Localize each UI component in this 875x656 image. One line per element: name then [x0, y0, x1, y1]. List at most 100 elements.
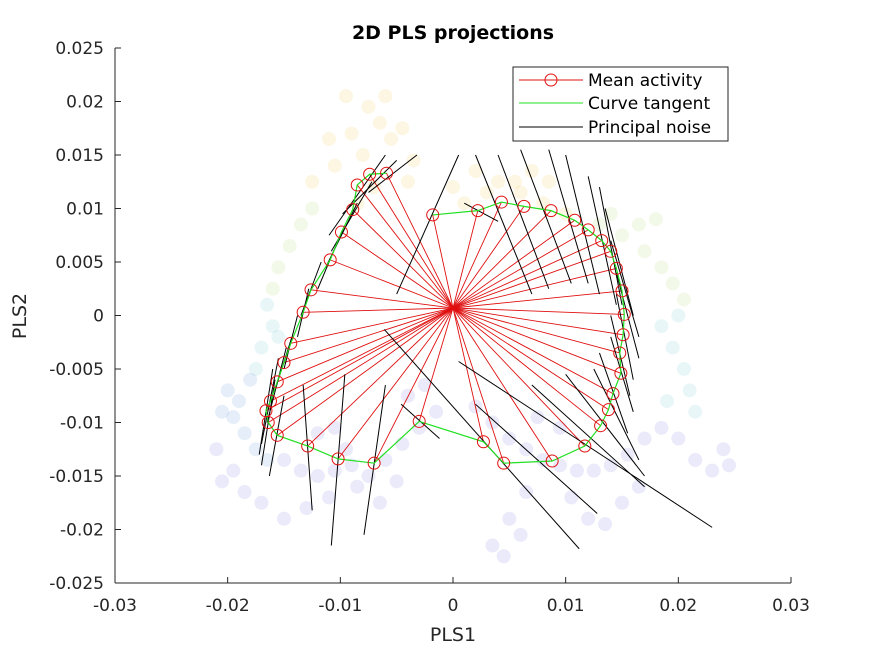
mean-ray: [452, 307, 609, 411]
y-tick-label: 0: [93, 307, 104, 327]
cloud-point: [215, 474, 230, 489]
mean-activity-point: [613, 346, 627, 360]
mean-ray: [452, 206, 525, 309]
principal-noise-line: [520, 149, 572, 284]
cloud-point: [305, 174, 320, 189]
cloud-point: [615, 495, 629, 510]
cloud-point: [676, 362, 691, 376]
mean-ray: [341, 231, 454, 309]
principal-noise-line: [548, 149, 589, 284]
mean-activity-point: [350, 178, 364, 192]
cloud-point: [400, 174, 415, 189]
x-tick-label: 0.01: [547, 596, 585, 616]
principal-noise-line: [615, 294, 634, 380]
cloud-point: [491, 174, 506, 189]
x-tick-label: -0.01: [318, 596, 362, 616]
cloud-point: [507, 174, 522, 189]
mean-activity-point: [380, 166, 394, 180]
y-tick-label: -0.02: [60, 521, 104, 541]
mean-ray: [452, 250, 611, 309]
cloud-point: [389, 474, 404, 489]
cloud-point: [716, 442, 731, 457]
cloud-point: [372, 115, 387, 130]
cloud-point: [671, 308, 686, 323]
cloud-point: [665, 340, 680, 355]
mean-activity-point: [616, 328, 630, 342]
mean-activity-point: [270, 428, 284, 442]
cloud-point: [260, 452, 275, 467]
y-tick-label: -0.025: [49, 574, 104, 594]
cloud-point: [378, 89, 393, 104]
cloud-point: [282, 238, 297, 253]
y-tick-label: 0.02: [66, 93, 104, 113]
x-tick-label: -0.03: [93, 596, 137, 616]
cloud-point: [417, 378, 432, 393]
principal-noise-line: [396, 154, 460, 295]
legend-curve-tangent-label: Curve tangent: [588, 94, 710, 114]
mean-activity-point: [346, 203, 360, 217]
cloud-point: [671, 431, 686, 446]
principal-noise-line: [342, 159, 398, 215]
mean-activity-point: [471, 204, 485, 218]
cloud-point: [293, 463, 308, 478]
cloud-point: [564, 490, 579, 505]
mean-ray: [277, 307, 454, 383]
y-tick-label: -0.005: [49, 360, 104, 380]
mean-ray: [452, 307, 601, 427]
mean-activity-point: [614, 366, 628, 380]
mean-ray: [307, 307, 454, 447]
y-tick-label: -0.015: [49, 467, 104, 487]
mean-activity-point: [270, 375, 284, 389]
cloud-point: [231, 394, 246, 409]
x-axis-label: PLS1: [430, 624, 476, 646]
mean-activity-point: [594, 419, 608, 433]
cloud-point: [361, 99, 376, 114]
mean-ray: [267, 307, 454, 423]
cloud-point: [530, 410, 545, 425]
cloud-point: [502, 431, 517, 446]
cloud-point: [496, 549, 511, 564]
cloud-point: [338, 89, 353, 104]
cloud-point: [598, 517, 613, 532]
mean-ray: [283, 307, 454, 364]
principal-noise-line: [531, 384, 645, 488]
cloud-point: [553, 458, 568, 473]
principal-noise-line: [593, 368, 640, 461]
mean-ray: [330, 259, 454, 309]
mean-activity-point: [426, 208, 440, 222]
principal-noise-line: [604, 208, 634, 316]
mean-ray: [452, 307, 586, 447]
mean-activity-point: [494, 195, 508, 209]
y-axis-label: PLS2: [9, 293, 31, 339]
mean-activity-point: [476, 435, 490, 449]
cloud-point: [519, 485, 534, 500]
mean-ray: [276, 307, 454, 436]
cloud-point: [705, 463, 720, 478]
mean-activity-point: [296, 305, 310, 319]
mean-activity-point: [277, 356, 291, 370]
cloud-point: [660, 394, 675, 409]
cloud-point: [676, 292, 691, 307]
mean-ray: [452, 307, 620, 354]
chart-title: 2D PLS projections: [352, 22, 554, 44]
x-tick-label: 0.03: [772, 596, 810, 616]
mean-activity-markers: [259, 166, 631, 470]
mean-activity-point: [284, 336, 298, 350]
mean-ray: [452, 210, 552, 309]
mean-ray: [452, 307, 625, 315]
x-tick-label: 0.02: [659, 596, 697, 616]
mean-activity-point: [544, 204, 558, 218]
cloud-point: [395, 436, 410, 451]
cloud-point: [502, 511, 517, 526]
cloud-point: [355, 148, 370, 162]
cloud-point: [350, 479, 365, 494]
cloud-point: [260, 297, 275, 312]
cloud-point: [344, 126, 359, 141]
principal-noise-line: [363, 384, 386, 535]
x-tick-label: 0: [448, 596, 459, 616]
legend: Mean activity Curve tangent Principal no…: [512, 66, 729, 142]
x-tick-label: -0.02: [206, 596, 250, 616]
mean-activity-point: [304, 283, 318, 297]
mean-ray: [452, 240, 602, 309]
cloud-point: [569, 463, 584, 478]
